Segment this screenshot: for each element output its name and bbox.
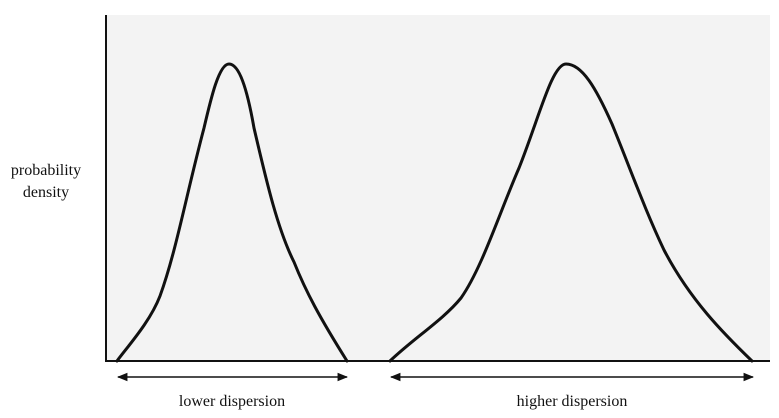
- y-axis-label: probability density: [0, 160, 92, 204]
- y-axis-label-line-1: probability: [10, 162, 82, 179]
- y-axis-label-line-2: density: [22, 184, 70, 201]
- plot-area: [106, 15, 770, 361]
- higher-dispersion-label: higher dispersion: [516, 393, 628, 410]
- lower-dispersion-curve: [115, 62, 349, 363]
- lower-dispersion-label: lower dispersion: [178, 393, 286, 410]
- higher-dispersion-curve: [388, 62, 754, 363]
